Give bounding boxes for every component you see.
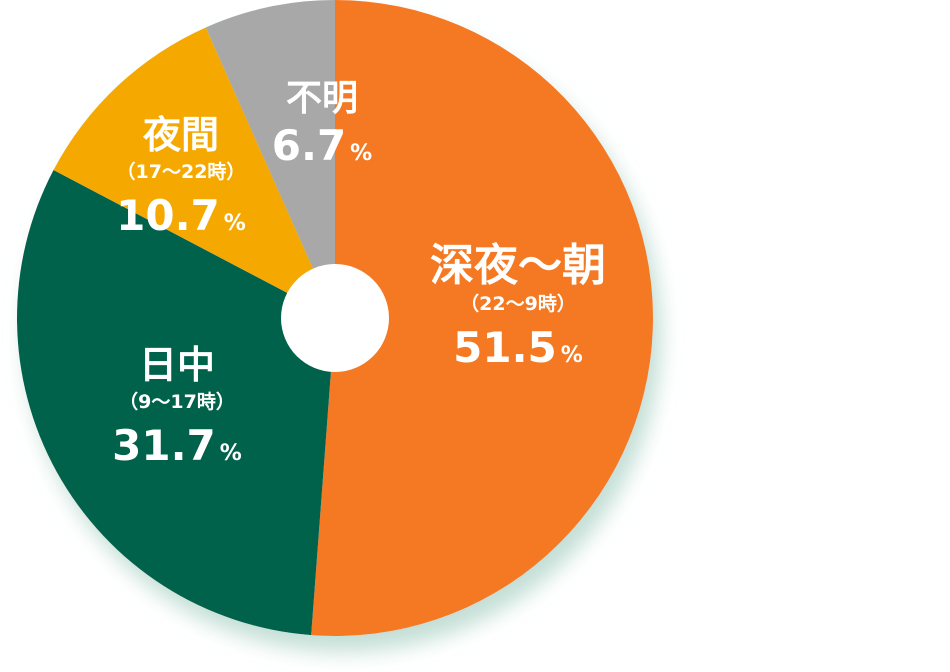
slice-1-value-unit: %	[220, 441, 242, 466]
slice-1	[17, 170, 335, 636]
slice-2-value-number: 10.7	[116, 191, 220, 240]
slice-3-value: 6.7%	[272, 121, 372, 170]
slice-1-range: （9～17時）	[119, 390, 235, 413]
slice-2-value: 10.7%	[116, 191, 246, 240]
slice-1-label: 日中	[139, 343, 215, 387]
pie-slices	[17, 0, 653, 636]
slice-1-value-number: 31.7	[112, 421, 216, 470]
slice-0	[311, 0, 653, 636]
slice-0-value-number: 51.5	[453, 323, 557, 372]
slice-0-value-unit: %	[561, 343, 583, 368]
slice-3-value-unit: %	[350, 141, 372, 166]
donut-hole	[281, 264, 389, 372]
slice-2	[53, 27, 336, 318]
slice-3	[205, 0, 335, 318]
slice-labels: 深夜～朝（22～9時） 51.5 % 日中 （9～17時） 31.7 % 夜間 （17～22時）…	[112, 78, 606, 470]
slice-0-label: 深夜～朝	[430, 240, 606, 291]
slice-1-value: 31.7%	[112, 421, 242, 470]
slice-3-value-number: 6.7	[272, 121, 346, 170]
slice-2-label: 夜間	[142, 113, 219, 157]
slice-2-value-unit: %	[224, 211, 246, 236]
slice-0-range: （22～9時）	[460, 292, 576, 315]
slice-0-value: 51.5%	[453, 323, 583, 372]
slice-3-label: 不明	[286, 78, 358, 119]
slice-2-range: （17～22時）	[117, 160, 246, 183]
